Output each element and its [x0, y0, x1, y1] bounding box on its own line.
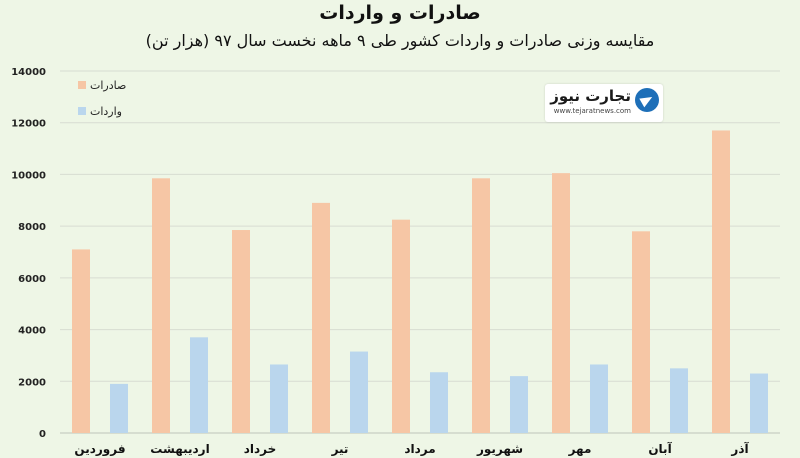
y-tick-label: 2000 [18, 377, 46, 388]
y-tick-label: 6000 [18, 274, 46, 285]
bar-imports-2 [270, 364, 288, 433]
bar-imports-6 [590, 364, 608, 433]
bar-exports-7 [632, 231, 650, 433]
x-tick-label: فروردین [74, 442, 125, 457]
bar-exports-1 [152, 178, 170, 433]
chart-title: صادرات و واردات [319, 2, 481, 24]
bar-exports-8 [712, 130, 730, 433]
x-tick-label: خرداد [244, 442, 277, 456]
legend-swatch [78, 81, 86, 89]
bar-exports-2 [232, 230, 250, 433]
bar-imports-5 [510, 376, 528, 433]
x-tick-label: آبان [648, 441, 672, 456]
y-tick-label: 4000 [18, 326, 46, 337]
y-tick-label: 10000 [11, 170, 46, 181]
y-tick-label: 12000 [11, 119, 46, 130]
bar-imports-1 [190, 337, 208, 433]
bar-exports-0 [72, 249, 90, 433]
bar-exports-5 [472, 178, 490, 433]
bar-imports-4 [430, 372, 448, 433]
bar-exports-3 [312, 202, 330, 433]
logo-website: www.tejaratnews.com [553, 107, 631, 115]
y-tick-label: 0 [39, 429, 46, 440]
bar-exports-6 [552, 173, 570, 433]
x-tick-label: تیر [331, 442, 349, 456]
x-tick-label: آذر [730, 441, 749, 456]
bar-imports-0 [110, 383, 128, 433]
publisher-logo: تجارت نیوز www.tejaratnews.com [545, 84, 663, 122]
x-tick-label: اردیبهشت [150, 442, 209, 456]
x-tick-label: شهریور [476, 442, 523, 457]
y-tick-label: 14000 [11, 67, 46, 78]
bar-imports-3 [350, 351, 368, 433]
legend-label: صادرات [90, 79, 126, 92]
y-axis-ticks: 0 2000 4000 6000 8000 10000 12000 14000 [11, 67, 46, 440]
logo-arrow-icon [635, 88, 659, 112]
bar-exports-4 [392, 219, 410, 433]
legend-label: واردات [90, 105, 122, 118]
x-tick-label: مرداد [404, 442, 435, 456]
bars [72, 130, 768, 433]
chart-subtitle: مقایسه وزنی صادرات و واردات کشور طی ۹ ما… [145, 31, 655, 50]
legend: صادرات واردات [78, 79, 126, 118]
y-tick-label: 8000 [18, 222, 46, 233]
x-axis-labels: فروردین اردیبهشت خرداد تیر مرداد شهریور مهر آبا… [74, 441, 749, 457]
bar-imports-7 [670, 368, 688, 433]
legend-swatch [78, 107, 86, 115]
x-tick-label: مهر [568, 442, 592, 456]
logo-name: تجارت نیوز [550, 87, 631, 105]
grid-lines [60, 70, 780, 434]
bar-imports-8 [750, 373, 768, 433]
